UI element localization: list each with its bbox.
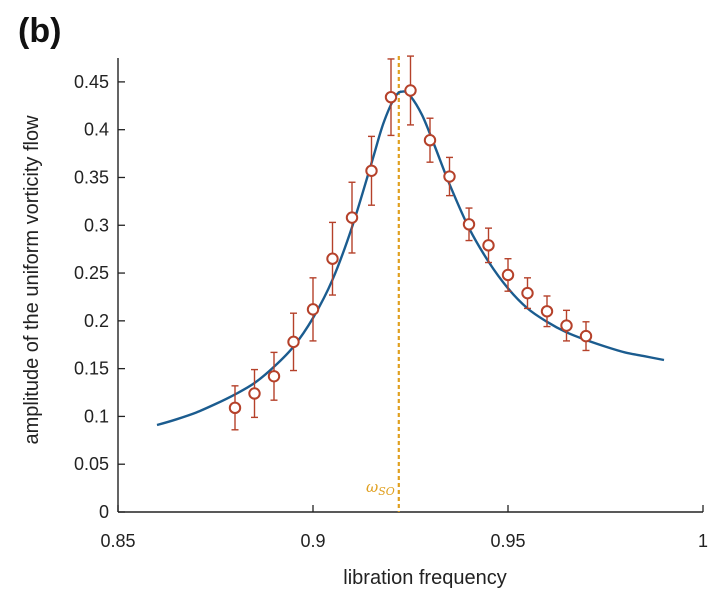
panel-label: (b): [18, 12, 61, 50]
y-tick-label: 0.45: [74, 72, 109, 92]
y-tick-label: 0: [99, 502, 109, 522]
x-axis-title: libration frequency: [343, 567, 506, 589]
y-tick-label: 0.15: [74, 359, 109, 379]
data-point: [462, 218, 476, 231]
data-point: [482, 239, 495, 252]
data-point: [228, 401, 242, 415]
y-tick-label: 0.35: [74, 167, 109, 187]
axes: 0 0.05 0.1 0.15 0.2 0.25 0.3 0.35 0.4 0.45 0.85 0.9…: [74, 58, 708, 551]
data-point: [287, 335, 300, 349]
y-tick-label: 0.25: [74, 263, 109, 283]
data-point: [560, 319, 573, 332]
data-point: [248, 387, 261, 400]
watermark-text: 头条 @不是走卒: [596, 563, 706, 581]
data-point: [521, 286, 534, 300]
data-point: [267, 370, 281, 383]
data-point: [326, 252, 339, 265]
x-tick-label: 0.9: [300, 531, 325, 551]
data-point: [540, 305, 554, 318]
data-point: [384, 90, 398, 104]
data-point: [423, 133, 437, 147]
data-points-layer: [228, 55, 593, 431]
data-point: [365, 164, 378, 177]
x-tick-label: 1: [698, 531, 708, 551]
data-point: [443, 170, 456, 183]
resonance-label: ωSO: [366, 478, 395, 498]
y-tick-label: 0.2: [84, 311, 109, 331]
y-tick-label: 0.4: [84, 120, 109, 140]
x-tick-label: 0.95: [490, 531, 525, 551]
y-axis-title: amplitude of the uniform vorticity flow: [21, 115, 43, 445]
data-point: [345, 211, 359, 224]
x-tick-label: 0.85: [100, 531, 135, 551]
y-tick-label: 0.05: [74, 454, 109, 474]
y-tick-label: 0.1: [84, 406, 109, 426]
fit-curve-layer: [156, 90, 665, 427]
fit-curve-line: [156, 90, 665, 427]
data-point: [306, 303, 320, 316]
y-tick-label: 0.3: [84, 215, 109, 235]
data-point: [579, 329, 593, 343]
data-point: [501, 268, 515, 282]
data-point: [404, 84, 417, 97]
